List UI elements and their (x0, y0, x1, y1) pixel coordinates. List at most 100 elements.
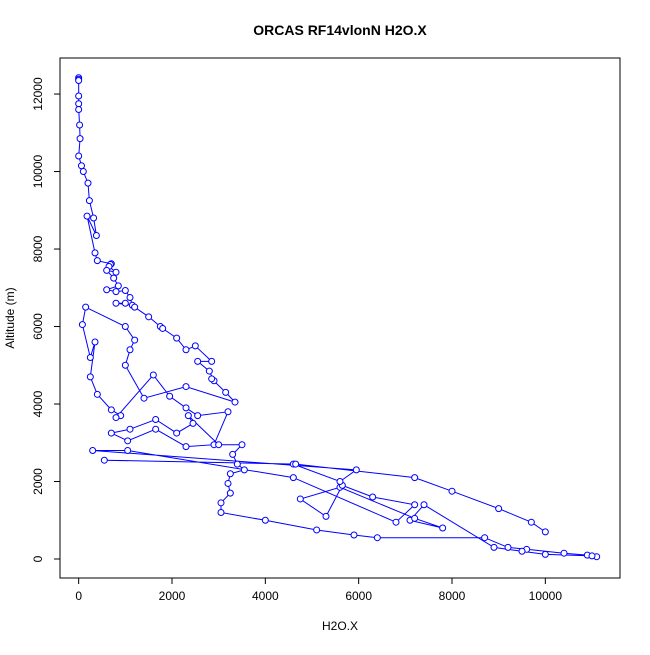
point (140, 394, 148, 402)
point (159, 324, 167, 332)
point (86, 373, 94, 381)
point (191, 342, 199, 350)
y-tick-label: 6000 (31, 313, 45, 340)
point (126, 346, 134, 354)
y-tick-label: 2000 (31, 468, 45, 495)
point (77, 162, 85, 170)
point (91, 249, 99, 257)
point (121, 286, 129, 294)
point (182, 443, 190, 451)
point (75, 100, 83, 108)
point (182, 383, 190, 391)
point (75, 106, 83, 114)
y-tick-label: 12000 (31, 77, 45, 111)
point (85, 197, 93, 205)
point (93, 390, 101, 398)
point (296, 495, 304, 503)
point (238, 441, 246, 449)
point (289, 474, 297, 482)
point (495, 505, 503, 513)
point (224, 408, 232, 416)
point (121, 361, 129, 369)
point (226, 470, 234, 478)
point (189, 419, 197, 427)
point (100, 456, 108, 464)
x-tick-label: 2000 (159, 589, 186, 603)
point (75, 152, 83, 160)
point (322, 512, 330, 520)
point (84, 179, 92, 187)
point (110, 274, 118, 282)
point (411, 501, 419, 509)
point (166, 392, 174, 400)
point (126, 425, 134, 433)
point (518, 547, 526, 555)
point (504, 543, 512, 551)
y-tick-label: 4000 (31, 390, 45, 417)
point (93, 257, 101, 265)
point (420, 501, 428, 509)
point (82, 303, 90, 311)
point (448, 487, 456, 495)
point (124, 437, 132, 445)
point (91, 338, 99, 346)
point (90, 214, 98, 222)
point (89, 447, 97, 455)
point (222, 388, 230, 396)
point (541, 528, 549, 536)
point (184, 412, 192, 420)
point (350, 531, 358, 539)
point (217, 509, 225, 517)
y-tick-label: 8000 (31, 235, 45, 262)
point (541, 550, 549, 558)
point (75, 76, 83, 84)
plot-frame (59, 57, 621, 579)
point (217, 499, 225, 507)
point (131, 336, 139, 344)
point (392, 518, 400, 526)
chart-title: ORCAS RF14vlonN H2O.X (253, 22, 427, 38)
y-tick-label: 10000 (31, 155, 45, 189)
point (76, 135, 84, 143)
point (336, 478, 344, 486)
point (131, 303, 139, 311)
point (112, 288, 120, 296)
x-tick-label: 8000 (439, 589, 466, 603)
point (79, 168, 87, 176)
point (481, 534, 489, 542)
point (194, 357, 202, 365)
point (560, 549, 568, 557)
point (112, 268, 120, 276)
point (182, 346, 190, 354)
point (75, 92, 83, 100)
point (411, 474, 419, 482)
point (224, 479, 232, 487)
point (205, 367, 213, 375)
point (411, 514, 419, 522)
point (114, 282, 122, 290)
point (588, 552, 596, 560)
point (182, 404, 190, 412)
point (352, 466, 360, 474)
point (373, 534, 381, 542)
point (152, 416, 160, 424)
point (313, 526, 321, 534)
point (86, 354, 94, 362)
point (107, 406, 115, 414)
point (107, 429, 115, 437)
point (208, 357, 216, 365)
point (292, 460, 300, 468)
point (92, 231, 100, 239)
profile-line (78, 77, 597, 558)
point (231, 398, 239, 406)
point (369, 493, 377, 501)
point (233, 460, 241, 468)
point (121, 299, 129, 307)
point (152, 425, 160, 433)
point (527, 518, 535, 526)
point (124, 447, 132, 455)
point (83, 212, 91, 220)
point (149, 371, 157, 379)
point (76, 121, 84, 129)
